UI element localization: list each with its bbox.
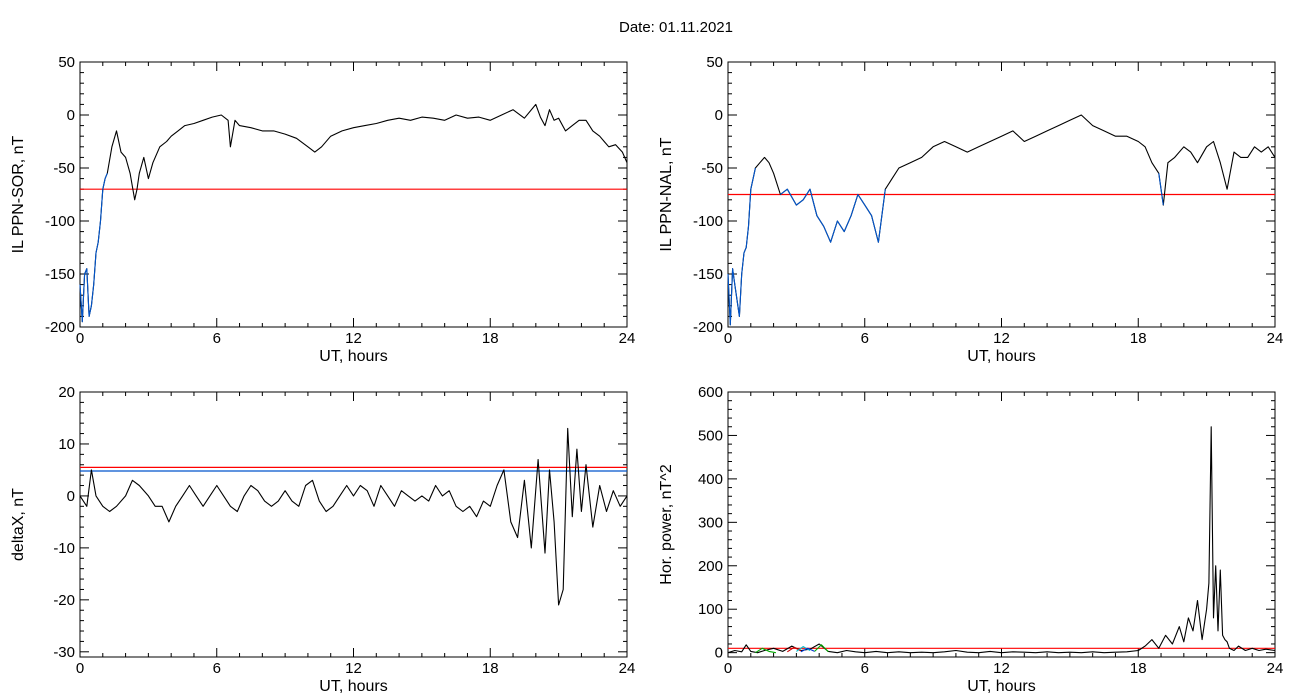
panel-deltax: 0 6 12 18 24 -30 -20 -10 0 10 20 UT, hours deltaX, n… xyxy=(10,384,635,695)
panel-ppn-sor: 0 6 12 18 24 -200 -150 -100 -50 0 50 UT, hours IL PP… xyxy=(10,54,635,365)
x-tick-label: 24 xyxy=(1267,660,1284,677)
x-tick-label: 12 xyxy=(993,330,1010,347)
x-tick-label: 12 xyxy=(993,660,1010,677)
x-tick-label: 0 xyxy=(76,330,84,347)
x-tick-label: 24 xyxy=(1267,330,1284,347)
y-tick-label: 50 xyxy=(58,54,75,71)
y-axis-label: IL PPN-SOR, nT xyxy=(10,135,27,253)
y-tick-label: 10 xyxy=(58,436,75,453)
series-line-1 xyxy=(79,173,108,323)
plot-frame xyxy=(727,391,1276,658)
series-line-0 xyxy=(727,114,1276,326)
x-tick-label: 6 xyxy=(213,660,221,677)
series-line-0 xyxy=(79,427,628,606)
x-axis-label: UT, hours xyxy=(319,678,387,695)
y-tick-label: 500 xyxy=(698,427,723,444)
y-tick-label: 100 xyxy=(698,601,723,618)
series-line-1 xyxy=(727,167,756,326)
panel-ppn-nal: 0 6 12 18 24 -200 -150 -100 -50 0 50 UT, hours IL PP… xyxy=(658,54,1283,365)
y-tick-label: -50 xyxy=(701,160,723,177)
y-tick-label: -10 xyxy=(53,540,75,557)
series-line-3 xyxy=(796,646,811,652)
y-tick-label: -150 xyxy=(45,266,75,283)
series-line-0 xyxy=(79,103,628,323)
x-tick-label: 18 xyxy=(1130,660,1147,677)
x-tick-label: 24 xyxy=(619,330,636,347)
x-axis-label: UT, hours xyxy=(319,348,387,365)
series-line-0 xyxy=(727,426,1276,654)
figure-title: Date: 01.11.2021 xyxy=(619,19,733,36)
x-tick-label: 12 xyxy=(345,330,362,347)
series-line-5 xyxy=(814,644,829,653)
x-tick-label: 18 xyxy=(482,330,499,347)
y-axis-label: deltaX, nT xyxy=(10,488,27,561)
panel-hor-power: 0 6 12 18 24 0 100 200 300 400 500 600 UT, hours Hor.… xyxy=(658,384,1283,695)
x-tick-label: 18 xyxy=(482,660,499,677)
y-tick-label: -200 xyxy=(45,319,75,336)
x-axis-label: UT, hours xyxy=(967,678,1035,695)
x-tick-label: 24 xyxy=(619,660,636,677)
y-tick-label: 0 xyxy=(67,107,75,124)
y-tick-label: 50 xyxy=(706,54,723,71)
plot-frame xyxy=(79,61,628,328)
y-axis-label: IL PPN-NAL, nT xyxy=(658,137,675,251)
x-axis-label: UT, hours xyxy=(967,348,1035,365)
series-line-3 xyxy=(1158,173,1164,206)
x-tick-label: 12 xyxy=(345,660,362,677)
y-tick-label: 20 xyxy=(58,384,75,401)
y-tick-label: 200 xyxy=(698,558,723,575)
x-tick-label: 6 xyxy=(213,330,221,347)
y-tick-label: 600 xyxy=(698,384,723,401)
y-tick-label: -50 xyxy=(53,160,75,177)
y-tick-label: -150 xyxy=(693,266,723,283)
series-line-2 xyxy=(780,188,886,243)
y-tick-label: 0 xyxy=(67,488,75,505)
y-tick-label: -30 xyxy=(53,644,75,661)
y-tick-label: 400 xyxy=(698,471,723,488)
series-line-1 xyxy=(755,647,777,654)
y-tick-label: -100 xyxy=(45,213,75,230)
x-tick-label: 18 xyxy=(1130,330,1147,347)
y-tick-label: -20 xyxy=(53,592,75,609)
series-line-4 xyxy=(800,647,815,653)
x-tick-label: 0 xyxy=(724,660,732,677)
x-tick-label: 6 xyxy=(861,330,869,347)
y-tick-label: 300 xyxy=(698,514,723,531)
x-tick-label: 6 xyxy=(861,660,869,677)
plot-frame xyxy=(79,391,628,658)
y-tick-label: 0 xyxy=(715,645,723,662)
x-tick-label: 0 xyxy=(724,330,732,347)
y-tick-label: -100 xyxy=(693,213,723,230)
y-axis-label: Hor. power, nT^2 xyxy=(658,464,675,585)
y-tick-label: -200 xyxy=(693,319,723,336)
x-tick-label: 0 xyxy=(76,660,84,677)
y-tick-label: 0 xyxy=(715,107,723,124)
